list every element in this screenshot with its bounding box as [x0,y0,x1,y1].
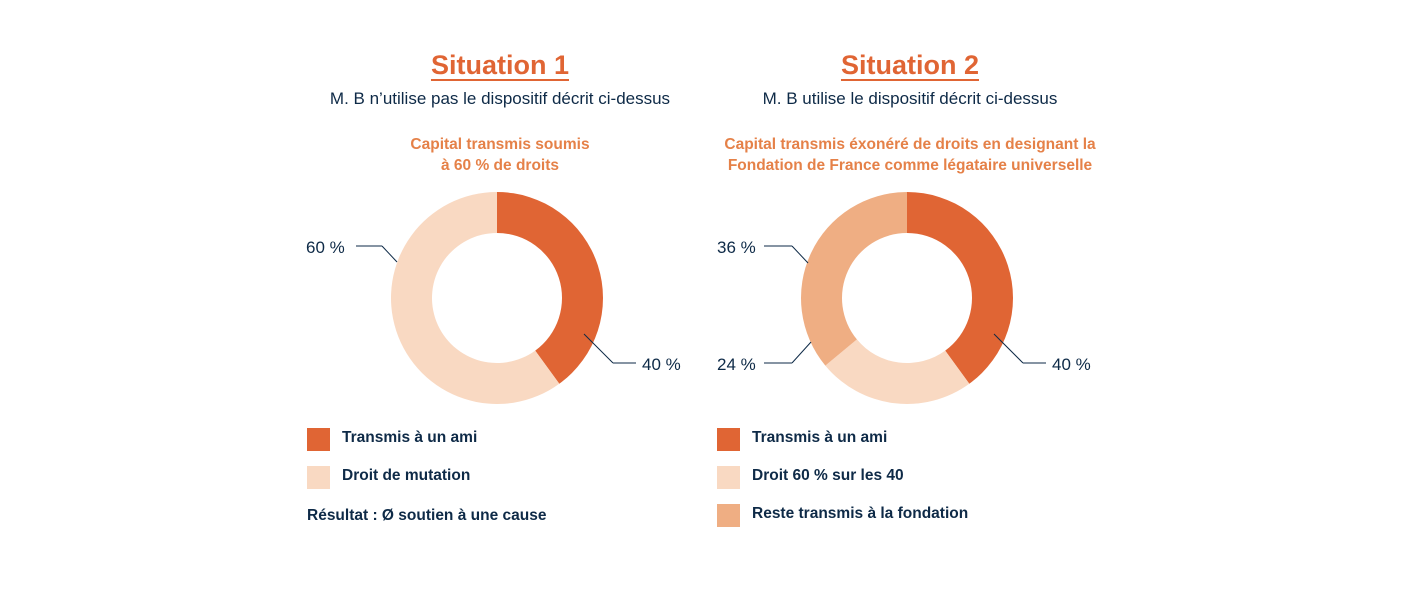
legend-label: Transmis à un ami [342,429,478,446]
legend-swatch-light-peach [717,466,740,489]
data-label-36: 36 % [717,238,756,257]
legend-swatch-dark-orange [307,428,330,451]
situation-2-title: Situation 2 [840,50,979,80]
legend-swatch-dark-orange [717,428,740,451]
situation-1-panel: Situation 1 M. B n’utilise pas le dispos… [290,0,710,598]
legend-label: Droit 60 % sur les 40 [752,467,904,484]
data-label-40: 40 % [642,355,681,374]
chart-2-title-line-2: Fondation de France comme légataire univ… [727,157,1093,174]
leader-line-36-diag [791,245,809,264]
donut-slice-2-1 [907,192,1013,384]
leader-line-24-diag [791,341,812,364]
data-label-24: 24 % [717,355,756,374]
donut-chart-2: 36 % 24 % 40 % [717,192,1091,404]
donut-slice-2-3 [801,192,907,366]
donut-slice-2-2 [825,339,970,404]
chart-2-title: Capital transmis éxonéré de droits en de… [700,134,1120,176]
donut-chart-1: 60 % 40 % [306,192,681,404]
legend-label: Transmis à un ami [752,429,888,446]
chart-1-title-line-1: Capital transmis soumis [410,136,590,153]
chart-2-title-line-1: Capital transmis éxonéré de droits en de… [724,136,1096,153]
legend-label: Reste transmis à la fondation [752,505,969,522]
legend-swatch-light-peach [307,466,330,489]
chart-1-title-line-2: à 60 % de droits [440,157,559,174]
situation-1-title: Situation 1 [430,50,569,80]
donut-slice-1-2 [391,192,560,404]
legend-label: Droit de mutation [342,467,471,484]
leader-line-40 [583,333,614,364]
result-note: Résultat : Ø soutien à une cause [307,507,547,524]
leader-line-40 [993,333,1024,364]
situation-1-subtitle: M. B n’utilise pas le dispositif décrit … [329,89,671,108]
legend-swatch-mid-orange [717,504,740,527]
chart-1-title: Capital transmis soumis à 60 % de droits [290,134,710,176]
situation-2-subtitle: M. B utilise le dispositif décrit ci-des… [762,89,1058,108]
data-label-40: 40 % [1052,355,1091,374]
situation-2-panel: Situation 2 M. B utilise le dispositif d… [700,0,1120,598]
leader-line-60-diag [381,245,398,263]
donut-slice-1-1 [497,192,603,384]
data-label-60: 60 % [306,238,345,257]
